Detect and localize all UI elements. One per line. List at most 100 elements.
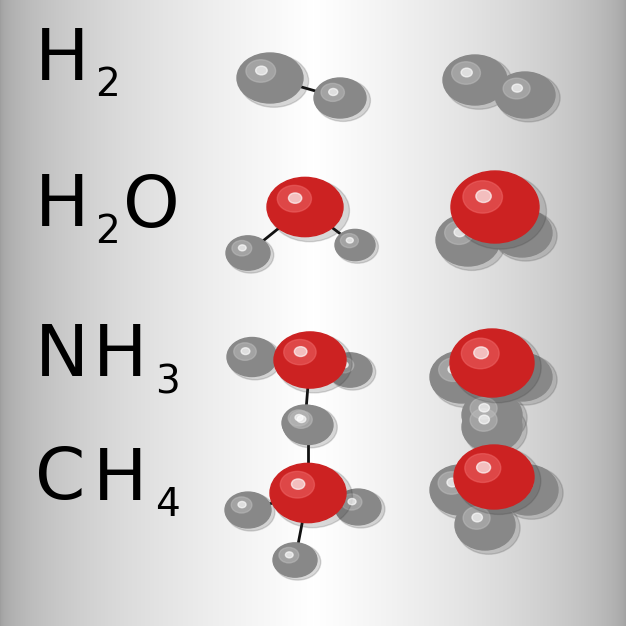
Ellipse shape xyxy=(492,209,552,257)
Text: H: H xyxy=(35,173,90,242)
Ellipse shape xyxy=(227,337,277,376)
Ellipse shape xyxy=(453,331,541,403)
Ellipse shape xyxy=(462,391,522,439)
Ellipse shape xyxy=(337,490,385,528)
Ellipse shape xyxy=(227,493,275,531)
Ellipse shape xyxy=(255,66,267,75)
Ellipse shape xyxy=(274,332,346,388)
Text: H: H xyxy=(35,26,90,95)
Ellipse shape xyxy=(277,185,312,212)
Ellipse shape xyxy=(267,177,343,237)
Ellipse shape xyxy=(430,351,494,403)
Ellipse shape xyxy=(454,228,465,237)
Ellipse shape xyxy=(232,240,252,256)
Ellipse shape xyxy=(294,347,307,356)
Ellipse shape xyxy=(237,53,303,103)
Text: C: C xyxy=(35,446,85,515)
Ellipse shape xyxy=(239,245,246,251)
Ellipse shape xyxy=(239,54,309,107)
Ellipse shape xyxy=(290,411,312,428)
Ellipse shape xyxy=(470,409,497,431)
Ellipse shape xyxy=(462,402,522,452)
Ellipse shape xyxy=(450,329,534,397)
Ellipse shape xyxy=(500,215,527,237)
Ellipse shape xyxy=(231,497,252,513)
Text: O: O xyxy=(123,173,180,242)
Ellipse shape xyxy=(321,83,344,101)
Ellipse shape xyxy=(515,478,525,487)
Ellipse shape xyxy=(444,221,473,244)
Ellipse shape xyxy=(241,347,250,354)
Ellipse shape xyxy=(500,467,563,519)
Ellipse shape xyxy=(282,405,328,441)
Ellipse shape xyxy=(451,171,539,243)
Ellipse shape xyxy=(476,462,491,473)
Ellipse shape xyxy=(476,190,491,202)
Text: N: N xyxy=(35,322,89,391)
Ellipse shape xyxy=(443,55,507,105)
Ellipse shape xyxy=(430,465,490,515)
Ellipse shape xyxy=(472,513,483,522)
Ellipse shape xyxy=(461,338,499,369)
Ellipse shape xyxy=(438,472,465,495)
Ellipse shape xyxy=(455,500,515,550)
Ellipse shape xyxy=(328,353,372,387)
Ellipse shape xyxy=(479,404,490,412)
Ellipse shape xyxy=(454,445,534,509)
Ellipse shape xyxy=(512,84,523,92)
Ellipse shape xyxy=(292,479,305,490)
Ellipse shape xyxy=(225,492,271,528)
Ellipse shape xyxy=(461,68,472,77)
Ellipse shape xyxy=(438,216,505,270)
Ellipse shape xyxy=(295,414,303,421)
Ellipse shape xyxy=(348,498,356,505)
Ellipse shape xyxy=(464,454,501,483)
Ellipse shape xyxy=(273,466,352,528)
Ellipse shape xyxy=(329,88,338,96)
Ellipse shape xyxy=(341,362,348,368)
Text: 2: 2 xyxy=(95,213,120,251)
Ellipse shape xyxy=(509,366,520,374)
Ellipse shape xyxy=(492,353,552,401)
Ellipse shape xyxy=(494,211,557,261)
Ellipse shape xyxy=(341,494,362,510)
Ellipse shape xyxy=(246,59,275,82)
Ellipse shape xyxy=(464,393,527,443)
Ellipse shape xyxy=(297,416,306,423)
Ellipse shape xyxy=(346,238,353,243)
Ellipse shape xyxy=(273,543,317,577)
Ellipse shape xyxy=(270,180,349,242)
Ellipse shape xyxy=(506,472,533,495)
Ellipse shape xyxy=(226,236,270,270)
Ellipse shape xyxy=(451,62,480,85)
Ellipse shape xyxy=(341,233,359,248)
Ellipse shape xyxy=(316,80,371,121)
Ellipse shape xyxy=(509,222,520,230)
Ellipse shape xyxy=(285,552,293,558)
Ellipse shape xyxy=(463,507,490,529)
Ellipse shape xyxy=(335,229,375,260)
Ellipse shape xyxy=(457,502,520,554)
Ellipse shape xyxy=(329,354,376,390)
Ellipse shape xyxy=(448,365,459,374)
Text: 3: 3 xyxy=(155,363,180,401)
Ellipse shape xyxy=(464,404,527,456)
Ellipse shape xyxy=(275,544,321,580)
Ellipse shape xyxy=(479,415,490,424)
Ellipse shape xyxy=(277,334,352,393)
Ellipse shape xyxy=(335,489,381,525)
Ellipse shape xyxy=(280,471,314,498)
Ellipse shape xyxy=(439,358,468,381)
Ellipse shape xyxy=(500,359,527,381)
Ellipse shape xyxy=(470,398,497,419)
Ellipse shape xyxy=(436,214,500,266)
Ellipse shape xyxy=(285,407,337,448)
Ellipse shape xyxy=(454,173,546,249)
Text: 2: 2 xyxy=(95,66,120,104)
Ellipse shape xyxy=(457,447,541,515)
Ellipse shape xyxy=(474,347,488,359)
Ellipse shape xyxy=(279,548,299,563)
Ellipse shape xyxy=(463,181,503,213)
Ellipse shape xyxy=(447,478,458,487)
Ellipse shape xyxy=(432,467,495,519)
